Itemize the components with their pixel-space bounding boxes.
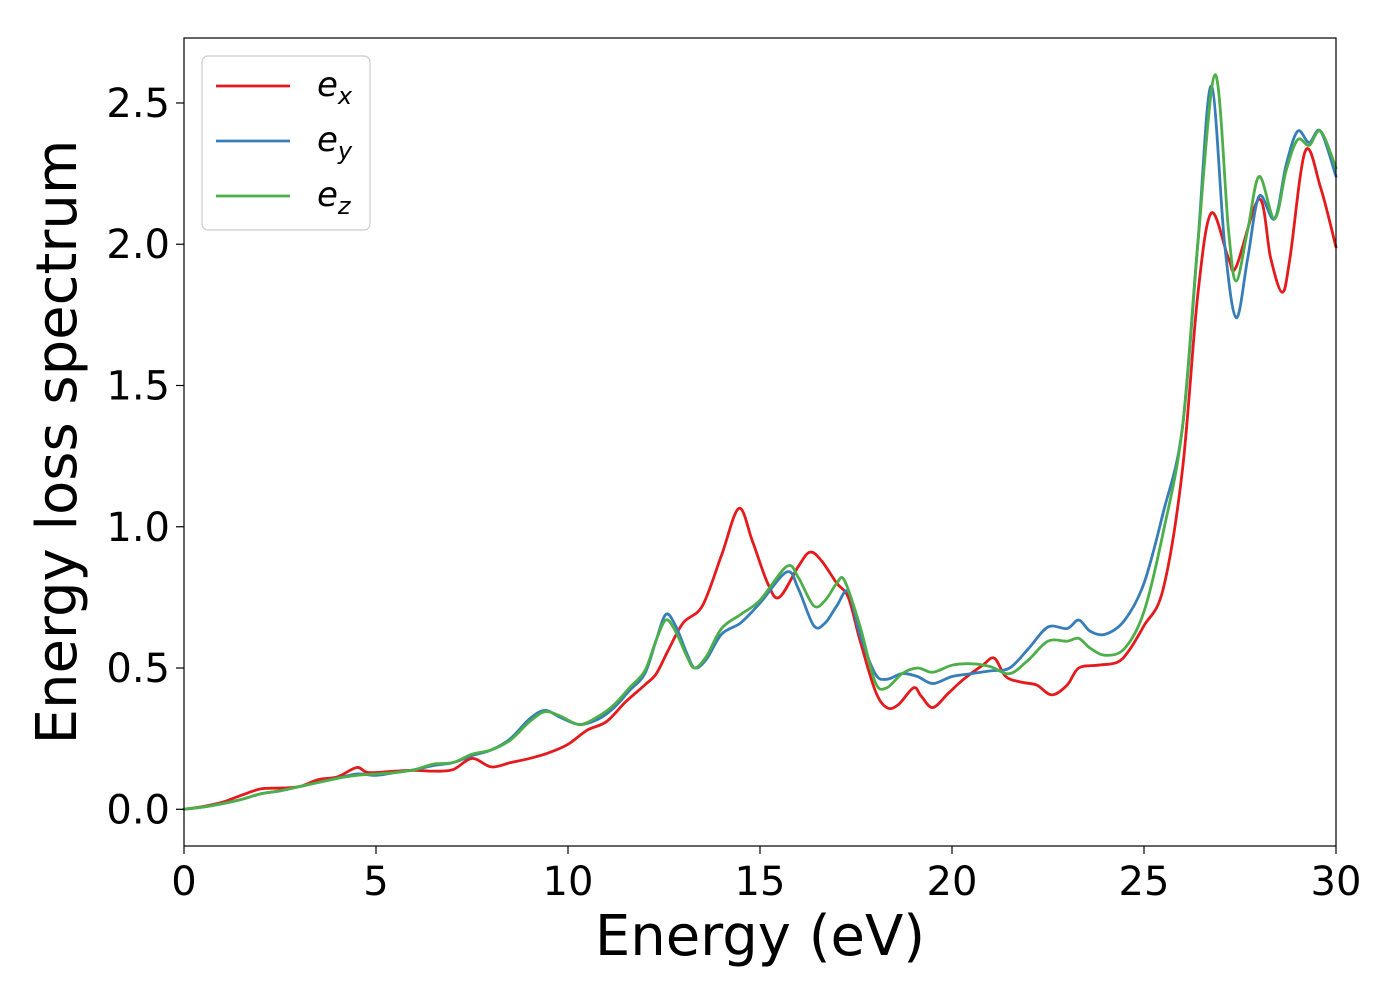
- x-tick-label: 0: [171, 859, 196, 905]
- legend-box: [201, 55, 371, 231]
- y-tick-label: 2.5: [106, 81, 170, 127]
- x-tick-label: 20: [927, 859, 978, 905]
- y-axis-ticks: 0.0 0.5 1.0 1.5 2.0 2.5: [106, 81, 184, 833]
- x-tick-label: 5: [363, 859, 388, 905]
- x-axis-label: Energy (eV): [595, 904, 925, 969]
- x-tick-label: 30: [1311, 859, 1362, 905]
- legend-label-ex: ex: [317, 65, 353, 110]
- series-line-ez: [182, 73, 1338, 811]
- series-line-ex: [182, 147, 1338, 811]
- y-tick-label: 1.5: [106, 363, 170, 409]
- series-layer: [182, 73, 1338, 811]
- x-tick-label: 10: [543, 859, 594, 905]
- y-axis-label: Energy loss spectrum: [25, 140, 90, 745]
- x-tick-label: 15: [735, 859, 786, 905]
- y-tick-label: 0.5: [106, 646, 170, 692]
- legend-label-ey: ey: [317, 120, 353, 165]
- legend-label-ez: ez: [317, 175, 352, 220]
- legend: ex ey ez: [201, 55, 371, 231]
- y-tick-label: 1.0: [106, 505, 170, 551]
- x-axis-ticks: 0 5 10 15 20 25 30: [171, 846, 1361, 905]
- y-tick-label: 2.0: [106, 222, 170, 268]
- y-tick-label: 0.0: [106, 787, 170, 833]
- x-tick-label: 25: [1119, 859, 1170, 905]
